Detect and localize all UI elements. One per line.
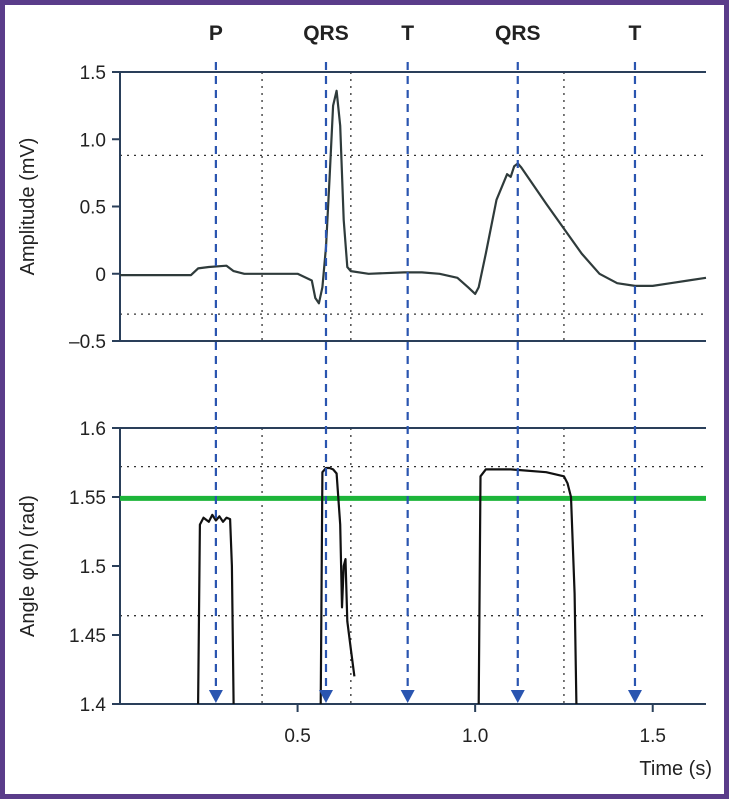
top-y-tick-label: 0.5: [80, 198, 106, 219]
marker-arrowhead: [208, 690, 223, 703]
top-y-tick-label: 1.0: [80, 130, 106, 151]
wave-label: T: [629, 22, 642, 45]
top-y-tick-label: –0.5: [69, 332, 106, 353]
marker-arrowhead: [400, 690, 415, 703]
ecg-amplitude-line: [120, 89, 707, 305]
top-y-tick-label: 1.5: [80, 63, 106, 84]
bottom-y-tick-label: 1.55: [69, 488, 106, 509]
x-tick-label: 0.5: [284, 726, 310, 747]
bottom-y-tick-label: 1.45: [69, 626, 106, 647]
marker-arrowhead: [510, 690, 525, 703]
x-tick-label: 1.0: [462, 726, 488, 747]
marker-arrowhead: [627, 690, 642, 703]
angle-segment-line: [197, 513, 235, 705]
angle-segment-line: [477, 468, 578, 705]
bottom-y-tick-label: 1.5: [80, 557, 106, 578]
wave-label: QRS: [495, 22, 541, 45]
marker-arrowhead: [318, 690, 333, 703]
top-y-tick-label: 0: [95, 265, 106, 286]
wave-label: P: [209, 22, 223, 45]
wave-label: QRS: [303, 22, 349, 45]
top-y-axis-title: Amplitude (mV): [17, 138, 39, 276]
wave-label: T: [401, 22, 414, 45]
bottom-y-axis-title: Angle φ(n) (rad): [17, 495, 39, 637]
bottom-y-tick-label: 1.6: [80, 419, 106, 440]
x-tick-label: 1.5: [640, 726, 666, 747]
x-axis-title: Time (s): [639, 758, 712, 780]
bottom-y-tick-label: 1.4: [80, 695, 107, 716]
